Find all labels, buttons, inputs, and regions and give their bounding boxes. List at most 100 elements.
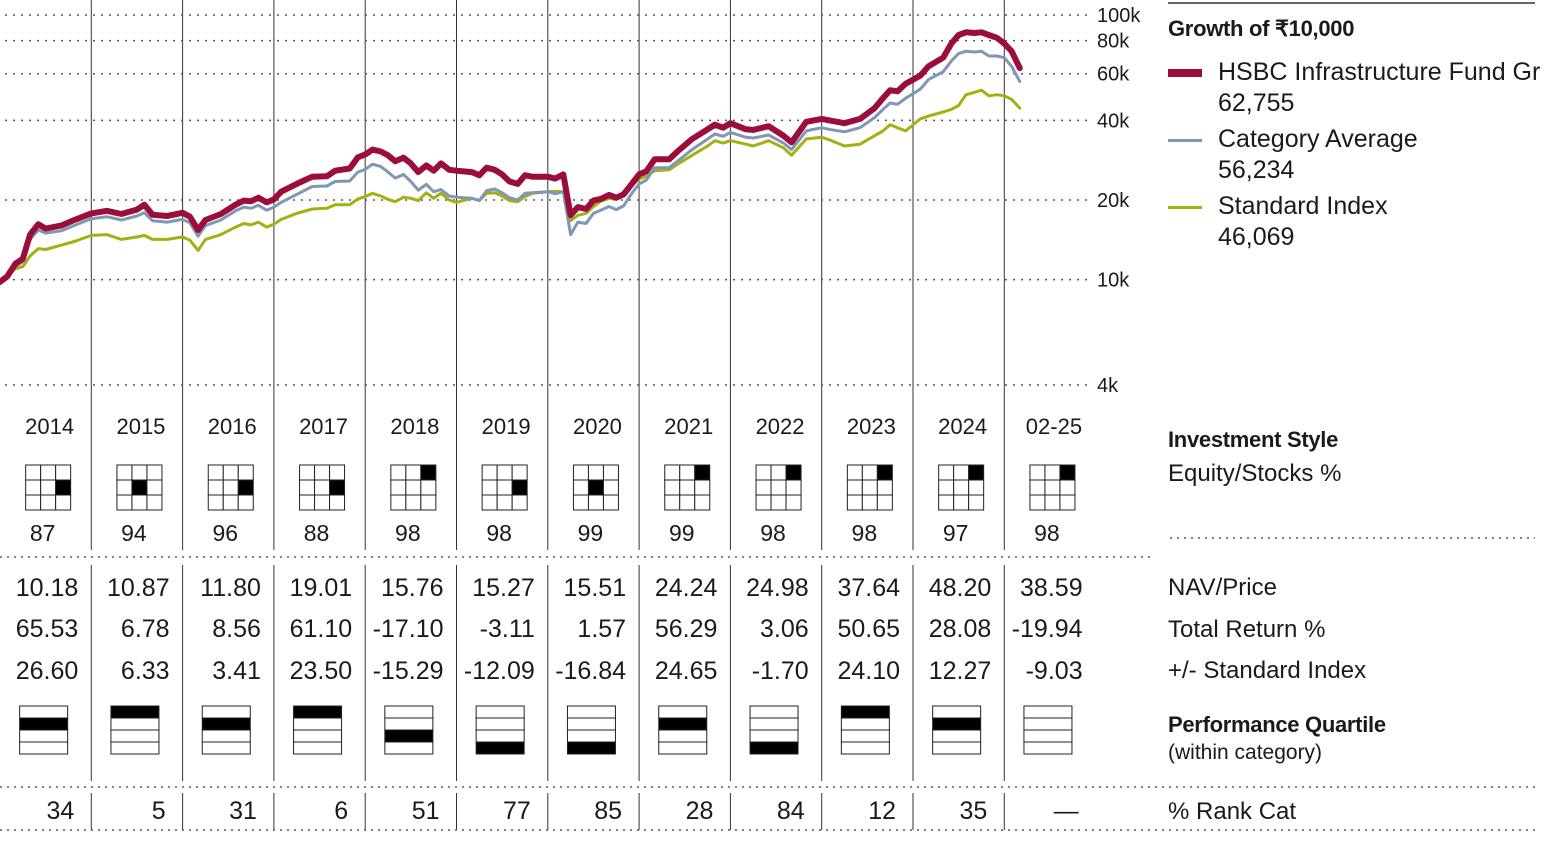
style-box-cell <box>679 464 696 481</box>
style-box-cell <box>938 479 955 496</box>
style-box-cell <box>55 494 72 511</box>
style-box-cell <box>131 464 148 481</box>
quartile-cell <box>840 705 890 719</box>
vs-index-value: 3.41 <box>212 657 261 685</box>
quartile-cell <box>932 741 982 755</box>
y-tick-label: 10k <box>1097 270 1130 292</box>
y-axis-ticks: 4k 10k 20k 40k 60k 80k 100k <box>1097 5 1141 397</box>
style-box-cell <box>405 464 422 481</box>
style-box-cell <box>25 479 42 496</box>
style-box-cell <box>1044 464 1061 481</box>
style-box-cell <box>207 464 224 481</box>
style-box-cell <box>25 464 42 481</box>
quartile-cell <box>384 729 434 743</box>
style-box-cell <box>755 464 772 481</box>
vs-index-value: 24.65 <box>655 657 718 685</box>
quartile-cell <box>932 729 982 743</box>
style-box-cell <box>938 494 955 511</box>
equity-value: 88 <box>304 520 330 546</box>
total-return-value: -3.11 <box>480 615 535 643</box>
legend-swatch-fund <box>1168 69 1202 77</box>
chart-series <box>0 29 1023 285</box>
quartile-cell <box>840 717 890 731</box>
style-box-cell <box>968 464 985 481</box>
style-box-cell <box>587 464 604 481</box>
legend-index-name: Standard Index <box>1218 192 1388 220</box>
quartile-cell <box>475 717 525 731</box>
style-box-cell <box>861 494 878 511</box>
style-box-cell <box>876 464 893 481</box>
quartile-cell <box>658 741 708 755</box>
style-box-cell <box>602 464 619 481</box>
rank-value: 84 <box>777 797 805 825</box>
year-label: 2021 <box>664 414 713 439</box>
rank-value: 85 <box>594 797 622 825</box>
style-box-cell <box>390 494 407 511</box>
nav-value: 10.18 <box>16 574 79 602</box>
equity-value: 87 <box>30 520 56 546</box>
style-box-cell <box>146 464 163 481</box>
rank-value: 28 <box>686 797 714 825</box>
equity-value: 98 <box>760 520 786 546</box>
vs-index-value: 6.33 <box>121 657 170 685</box>
quartile-cell <box>384 741 434 755</box>
nav-value: 10.87 <box>107 574 170 602</box>
y-tick-label: 4k <box>1097 375 1119 397</box>
style-box-cell <box>1059 494 1076 511</box>
year-label: 2017 <box>299 414 348 439</box>
year-label: 2022 <box>756 414 805 439</box>
quartile-cell <box>19 729 69 743</box>
year-label: 2018 <box>390 414 439 439</box>
vs-index-value: 12.27 <box>929 657 992 685</box>
quartile-cell <box>749 705 799 719</box>
vs-index-value: -9.03 <box>1026 657 1083 685</box>
style-box-cell <box>785 494 802 511</box>
year-label: 2015 <box>116 414 165 439</box>
quartile-cell <box>749 741 799 755</box>
year-label: 2024 <box>938 414 987 439</box>
style-box-cell <box>876 479 893 496</box>
total-return-value: -19.94 <box>1012 615 1083 643</box>
quartile-cell <box>1023 741 1073 755</box>
year-label: 2014 <box>25 414 74 439</box>
nav-value: 24.98 <box>746 574 809 602</box>
style-box-cell <box>679 494 696 511</box>
style-box-cell <box>664 494 681 511</box>
style-box-cell <box>116 479 133 496</box>
vs-index-value: -16.84 <box>555 657 626 685</box>
style-box-cell <box>770 494 787 511</box>
annual-data-table: 2014 87 10.18 65.53 26.60 34 2015 94 10.87 6.78 6.… <box>0 2 1535 831</box>
nav-value: 11.80 <box>200 574 261 602</box>
style-box-cell <box>207 479 224 496</box>
style-box-cell <box>511 494 528 511</box>
quartile-cell <box>201 717 251 731</box>
equity-label: Equity/Stocks % <box>1168 460 1342 487</box>
style-box-cell <box>222 464 239 481</box>
nav-label: NAV/Price <box>1168 574 1277 601</box>
style-box-cell <box>770 479 787 496</box>
style-box-cell <box>938 464 955 481</box>
quartile-cell <box>658 705 708 719</box>
nav-value: 19.01 <box>290 574 353 602</box>
style-box-cell <box>968 479 985 496</box>
quartile-cell <box>201 729 251 743</box>
quartile-cell <box>110 717 160 731</box>
total-return-value: 50.65 <box>837 615 900 643</box>
style-box-cell <box>299 479 316 496</box>
quartile-cell <box>384 717 434 731</box>
style-box-cell <box>876 494 893 511</box>
style-box-cell <box>299 494 316 511</box>
style-box-cell <box>329 494 346 511</box>
quartile-cell <box>475 729 525 743</box>
style-box-cell <box>25 494 42 511</box>
chart-gridlines <box>5 0 1092 830</box>
total-return-value: -17.10 <box>373 615 444 643</box>
quartile-cell <box>110 705 160 719</box>
legend-item-category: Category Average 56,234 <box>1168 125 1418 185</box>
style-box-cell <box>314 494 331 511</box>
vs-index-label: +/- Standard Index <box>1168 657 1367 684</box>
y-tick-label: 100k <box>1097 5 1141 27</box>
quartile-cell <box>110 741 160 755</box>
style-box-cell <box>664 479 681 496</box>
rank-label: % Rank Cat <box>1168 798 1297 825</box>
